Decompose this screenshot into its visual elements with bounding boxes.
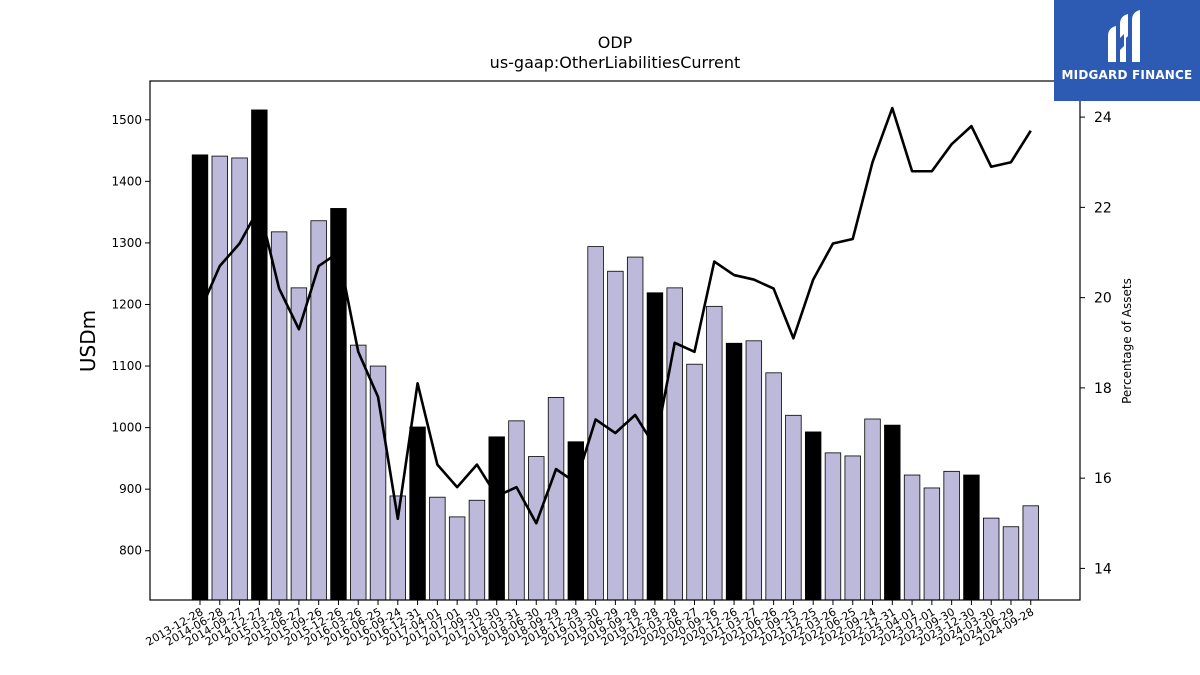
bar-2021-12-25: [804, 431, 822, 601]
bar-2022-12-31: [884, 424, 901, 601]
bar-2021-06-26: [765, 372, 782, 601]
bar-2019-06-29: [607, 270, 624, 601]
y-tick-label: 1300: [111, 236, 142, 250]
bar-2014-06-28: [211, 155, 228, 601]
bar-2017-04-01: [429, 496, 446, 601]
right-axis-ticks: 14 16 18 20 22 24: [1080, 110, 1112, 577]
y2-tick-label: 16: [1094, 471, 1112, 487]
bar-2021-09-25: [785, 414, 802, 601]
y-tick-label: 1500: [111, 113, 142, 127]
y2-tick-label: 20: [1094, 291, 1112, 307]
percent-of-assets-line: [198, 106, 1032, 525]
bar-2015-06-27: [290, 287, 308, 601]
y-axis-label: USDm: [76, 310, 100, 372]
chart-title: ODP: [598, 33, 633, 52]
y-tick-label: 1400: [111, 174, 142, 188]
y2-tick-label: 22: [1094, 200, 1112, 216]
bar-2013-12-28: [191, 154, 209, 601]
bar-group: [191, 109, 1039, 601]
bar-2021-03-27: [745, 340, 763, 601]
bar-2016-03-26: [350, 344, 367, 601]
bar-2020-03-28: [666, 287, 683, 601]
left-axis-ticks: 800 900 1000 1100 1200 1300 1400 1500: [111, 113, 150, 558]
bar-2019-09-28: [626, 256, 644, 601]
bar-2024-06-29: [1002, 526, 1020, 601]
y-tick-label: 900: [119, 482, 142, 496]
bar-2015-12-26: [330, 208, 347, 601]
bar-2022-09-24: [864, 418, 881, 601]
bar-2020-06-27: [686, 363, 703, 601]
bar-2023-12-30: [963, 474, 980, 601]
y-tick-label: 800: [119, 544, 142, 558]
bar-2020-09-26: [706, 305, 723, 601]
x-axis-ticks: 2013-12-282014-06-282014-09-272014-12-27…: [144, 600, 1036, 649]
y2-tick-label: 24: [1094, 110, 1112, 126]
bar-2022-06-25: [844, 455, 861, 601]
bar-2018-06-30: [528, 456, 545, 601]
y-tick-label: 1100: [111, 359, 142, 373]
bar-2014-12-27: [251, 109, 268, 601]
bar-2014-09-27: [231, 157, 248, 601]
bar-2016-12-31: [409, 426, 426, 601]
bar-2015-09-26: [310, 220, 327, 601]
bar-2020-12-26: [725, 342, 743, 601]
brand-logo: MIDGARD FINANCE: [1054, 0, 1200, 101]
bar-2023-04-01: [903, 474, 921, 601]
bar-2023-09-30: [943, 470, 960, 601]
y2-axis-label: Percentage of Assets: [1120, 278, 1134, 404]
bar-2017-07-01: [448, 516, 466, 601]
midgard-logo-icon: [1108, 10, 1140, 62]
y2-tick-label: 18: [1094, 381, 1112, 397]
bar-2024-03-30: [983, 517, 1000, 601]
y2-tick-label: 14: [1094, 561, 1112, 577]
bar-2017-12-30: [488, 436, 505, 601]
bar-2018-09-29: [547, 397, 565, 601]
bar-2022-03-26: [824, 452, 842, 601]
chart-subtitle: us-gaap:OtherLiabilitiesCurrent: [490, 53, 741, 72]
y-tick-label: 1000: [111, 421, 142, 435]
y-tick-label: 1200: [111, 297, 142, 311]
bar-2024-09-28: [1022, 505, 1039, 601]
line-group: [198, 106, 1032, 525]
brand-name: MIDGARD FINANCE: [1061, 68, 1193, 82]
bar-2023-07-01: [923, 487, 941, 601]
bar-2017-09-30: [468, 499, 486, 601]
bar-2018-03-31: [508, 420, 525, 601]
